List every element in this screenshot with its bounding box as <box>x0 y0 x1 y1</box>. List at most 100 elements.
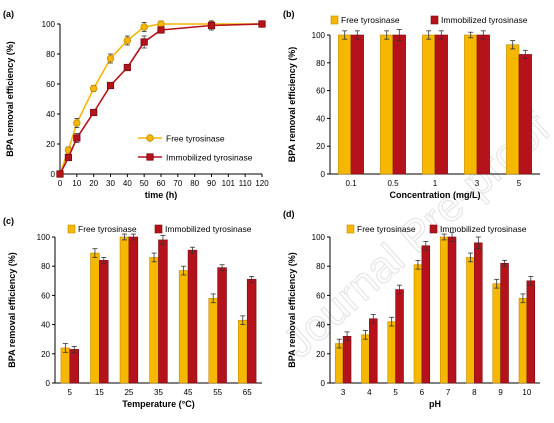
bar-free <box>338 34 352 175</box>
y-tick-label: 80 <box>316 59 325 68</box>
data-point-immobilized <box>106 81 115 90</box>
panel-label: (b) <box>283 9 295 19</box>
legend-swatch-free <box>67 224 76 234</box>
panel-d-bar-chart: (d) 0 20 40 60 80 100 BPA removal efficiency (%… <box>283 209 540 409</box>
x-axis-label: time (h) <box>145 190 178 200</box>
panel-b-bar-chart: (b) 0 20 40 60 80 100 BPA removal efficiency (%… <box>283 9 540 200</box>
y-tick-label: 0 <box>51 170 56 179</box>
bar-free <box>518 298 528 384</box>
bar-immobilized <box>526 280 536 384</box>
bar-free <box>492 283 501 384</box>
y-tick-label: 100 <box>312 31 326 40</box>
legend-label: Immobilized tyrosinase <box>165 224 252 234</box>
y-axis-label: BPA removal efficiency (%) <box>7 252 17 368</box>
y-axis-label: BPA removal efficiency (%) <box>287 252 297 368</box>
x-tick-label: 70 <box>173 179 182 188</box>
x-tick-label: 120 <box>255 179 269 188</box>
bar-free <box>387 321 396 384</box>
bar-free <box>439 236 449 384</box>
x-tick-label: 50 <box>140 179 149 188</box>
x-tick-label: 65 <box>243 388 252 397</box>
bar-immobilized <box>187 249 198 384</box>
y-tick-label: 80 <box>46 50 55 59</box>
y-tick-label: 100 <box>42 20 56 29</box>
bar-free <box>422 34 436 175</box>
bar-free <box>149 257 159 384</box>
x-tick-label: 30 <box>106 179 115 188</box>
x-tick-label: 0 <box>58 179 63 188</box>
x-tick-label: 25 <box>124 388 133 397</box>
y-tick-label: 100 <box>312 233 326 242</box>
bar-free <box>413 264 423 384</box>
y-tick-label: 20 <box>46 140 55 149</box>
data-point-free <box>89 84 98 93</box>
panel-label: (c) <box>3 216 14 226</box>
y-tick-label: 40 <box>316 321 325 330</box>
x-tick-label: 90 <box>207 179 216 188</box>
data-point-immobilized <box>64 153 73 162</box>
bar-free <box>119 236 130 384</box>
x-tick-label: 9 <box>498 388 503 397</box>
bar-immobilized <box>246 279 257 384</box>
legend-swatch-free <box>330 15 339 25</box>
x-tick-label: 10 <box>522 388 531 397</box>
bar-immobilized <box>369 318 378 384</box>
x-tick-label: 110 <box>239 179 252 188</box>
x-tick-label: 5 <box>517 179 522 188</box>
bar-immobilized <box>392 34 406 175</box>
bar-immobilized <box>350 34 364 175</box>
legend-swatch-immobilized <box>429 224 438 234</box>
y-tick-label: 0 <box>321 379 326 388</box>
legend-swatch-immobilized <box>430 15 439 25</box>
y-tick-label: 40 <box>46 110 55 119</box>
bar-free <box>361 334 370 384</box>
panel-label: (d) <box>283 209 295 219</box>
bar-immobilized <box>476 34 490 175</box>
x-tick-label: 5 <box>393 388 398 397</box>
data-point-immobilized <box>258 20 266 28</box>
panel-label: (a) <box>3 9 14 19</box>
bar-free <box>60 347 71 384</box>
x-tick-label: 0.1 <box>345 179 357 188</box>
bar-immobilized <box>421 245 431 384</box>
bar-immobilized <box>500 262 509 384</box>
y-tick-label: 0 <box>46 379 51 388</box>
y-tick-label: 60 <box>46 80 55 89</box>
x-tick-label: 6 <box>420 388 425 397</box>
bar-free <box>238 319 248 384</box>
y-tick-label: 80 <box>41 262 50 271</box>
legend-swatch-free <box>346 224 355 234</box>
data-point-immobilized <box>56 170 64 178</box>
legend-label: Free tyrosinase <box>341 15 400 25</box>
bar-free <box>334 343 344 384</box>
bar-free <box>90 252 100 384</box>
y-tick-label: 40 <box>41 321 50 330</box>
data-point-free <box>73 119 81 127</box>
bar-immobilized <box>99 260 109 384</box>
x-tick-label: 8 <box>472 388 477 397</box>
data-point-free <box>106 54 115 63</box>
x-tick-label: 40 <box>123 179 132 188</box>
bar-free <box>506 44 520 175</box>
legend-label: Immobilized tyrosinase <box>440 224 527 234</box>
x-tick-label: 20 <box>89 179 98 188</box>
bar-immobilized <box>69 349 79 384</box>
bar-immobilized <box>342 335 352 384</box>
x-axis-label: Temperature (°C) <box>122 399 194 409</box>
y-tick-label: 20 <box>316 142 325 151</box>
y-tick-label: 0 <box>321 170 326 179</box>
y-tick-label: 60 <box>41 291 50 300</box>
legend-marker-immobilized <box>146 153 154 161</box>
bar-immobilized <box>128 236 139 384</box>
bar-immobilized <box>158 239 168 384</box>
data-point-free <box>157 20 165 28</box>
y-tick-label: 60 <box>316 291 325 300</box>
data-point-free <box>140 23 148 31</box>
bar-immobilized <box>447 236 457 384</box>
data-point-immobilized <box>90 108 98 117</box>
x-tick-label: 3 <box>475 179 480 188</box>
data-point-immobilized <box>140 38 148 46</box>
legend-label: Free tyrosinase <box>78 224 137 234</box>
